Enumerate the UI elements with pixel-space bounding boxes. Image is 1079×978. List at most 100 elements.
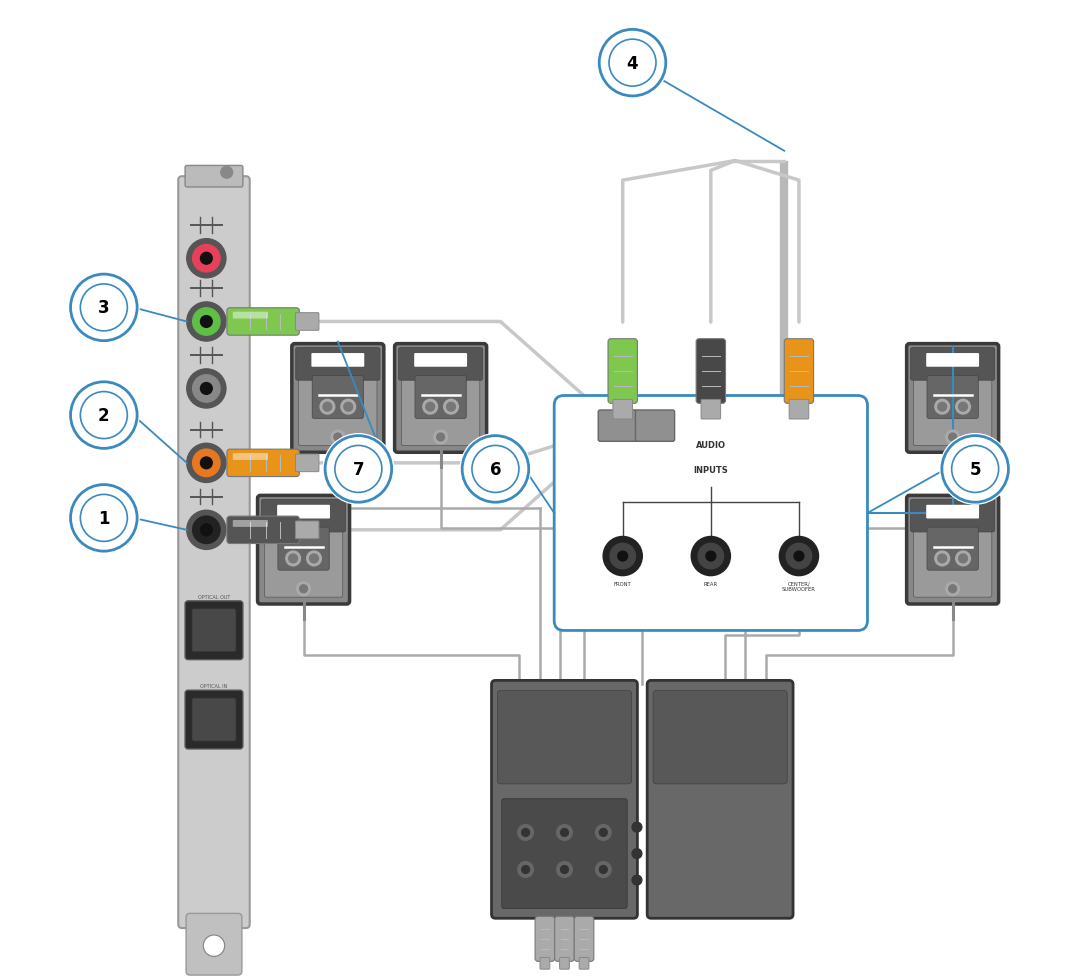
FancyBboxPatch shape (647, 681, 793, 918)
Circle shape (201, 458, 213, 469)
Circle shape (632, 849, 642, 859)
Circle shape (310, 555, 318, 563)
Circle shape (934, 400, 950, 415)
FancyBboxPatch shape (497, 690, 631, 784)
Circle shape (203, 935, 224, 956)
Circle shape (201, 316, 213, 328)
Circle shape (201, 524, 213, 536)
Circle shape (341, 400, 356, 415)
FancyBboxPatch shape (535, 916, 555, 961)
FancyBboxPatch shape (927, 377, 979, 419)
Circle shape (331, 430, 344, 444)
FancyBboxPatch shape (178, 177, 249, 928)
FancyBboxPatch shape (415, 377, 466, 419)
FancyBboxPatch shape (636, 411, 674, 442)
Circle shape (187, 511, 226, 550)
Circle shape (596, 862, 611, 877)
FancyBboxPatch shape (296, 313, 319, 331)
Circle shape (300, 585, 308, 593)
Circle shape (320, 400, 334, 415)
Circle shape (787, 544, 811, 569)
FancyBboxPatch shape (192, 698, 236, 741)
Circle shape (423, 400, 438, 415)
FancyBboxPatch shape (299, 351, 377, 446)
FancyBboxPatch shape (914, 351, 992, 446)
Circle shape (221, 167, 233, 179)
Circle shape (193, 245, 220, 273)
Text: 6: 6 (490, 461, 501, 478)
Circle shape (323, 403, 332, 412)
Circle shape (461, 434, 531, 505)
FancyBboxPatch shape (927, 528, 979, 570)
Circle shape (344, 403, 353, 412)
FancyBboxPatch shape (186, 601, 243, 660)
Circle shape (201, 383, 213, 395)
Circle shape (306, 552, 322, 566)
FancyBboxPatch shape (560, 957, 570, 969)
Circle shape (297, 582, 311, 596)
FancyBboxPatch shape (609, 339, 638, 404)
FancyBboxPatch shape (227, 516, 299, 544)
Text: 4: 4 (627, 55, 639, 72)
FancyBboxPatch shape (227, 308, 299, 335)
Circle shape (518, 824, 533, 840)
Text: 3: 3 (98, 299, 110, 317)
Circle shape (443, 400, 459, 415)
Circle shape (946, 430, 959, 444)
FancyBboxPatch shape (492, 681, 638, 918)
FancyBboxPatch shape (598, 411, 638, 442)
Circle shape (610, 544, 636, 569)
Circle shape (946, 582, 959, 596)
Circle shape (434, 430, 448, 444)
FancyBboxPatch shape (414, 354, 467, 368)
Circle shape (447, 403, 455, 412)
Circle shape (632, 875, 642, 885)
Circle shape (706, 552, 715, 561)
Circle shape (69, 483, 139, 554)
FancyBboxPatch shape (926, 506, 979, 519)
FancyBboxPatch shape (192, 609, 236, 652)
FancyBboxPatch shape (911, 500, 995, 532)
FancyBboxPatch shape (653, 690, 788, 784)
FancyBboxPatch shape (502, 799, 627, 909)
Circle shape (521, 828, 530, 836)
Circle shape (193, 308, 220, 335)
FancyBboxPatch shape (312, 354, 365, 368)
FancyBboxPatch shape (261, 500, 345, 532)
FancyBboxPatch shape (701, 400, 721, 420)
Text: 7: 7 (353, 461, 365, 478)
Circle shape (69, 380, 139, 451)
Circle shape (632, 822, 642, 832)
Circle shape (557, 862, 572, 877)
Circle shape (289, 555, 298, 563)
FancyBboxPatch shape (789, 400, 809, 420)
Text: AUDIO: AUDIO (696, 440, 726, 449)
FancyBboxPatch shape (914, 503, 992, 598)
Circle shape (437, 433, 445, 441)
Circle shape (187, 302, 226, 341)
Circle shape (187, 370, 226, 409)
Circle shape (794, 552, 804, 561)
FancyBboxPatch shape (906, 344, 999, 453)
Circle shape (779, 537, 819, 576)
Circle shape (333, 433, 342, 441)
FancyBboxPatch shape (233, 454, 268, 461)
Circle shape (958, 403, 968, 412)
Circle shape (69, 273, 139, 343)
Text: 2: 2 (98, 407, 110, 424)
FancyBboxPatch shape (555, 396, 868, 631)
Circle shape (187, 444, 226, 483)
FancyBboxPatch shape (579, 957, 589, 969)
Circle shape (600, 866, 607, 873)
Circle shape (561, 866, 569, 873)
Circle shape (286, 552, 300, 566)
Circle shape (187, 240, 226, 279)
FancyBboxPatch shape (784, 339, 814, 404)
FancyBboxPatch shape (613, 400, 632, 420)
FancyBboxPatch shape (401, 351, 480, 446)
FancyBboxPatch shape (186, 690, 243, 749)
Circle shape (940, 434, 1010, 505)
Circle shape (956, 400, 970, 415)
FancyBboxPatch shape (696, 339, 725, 404)
Circle shape (193, 376, 220, 403)
